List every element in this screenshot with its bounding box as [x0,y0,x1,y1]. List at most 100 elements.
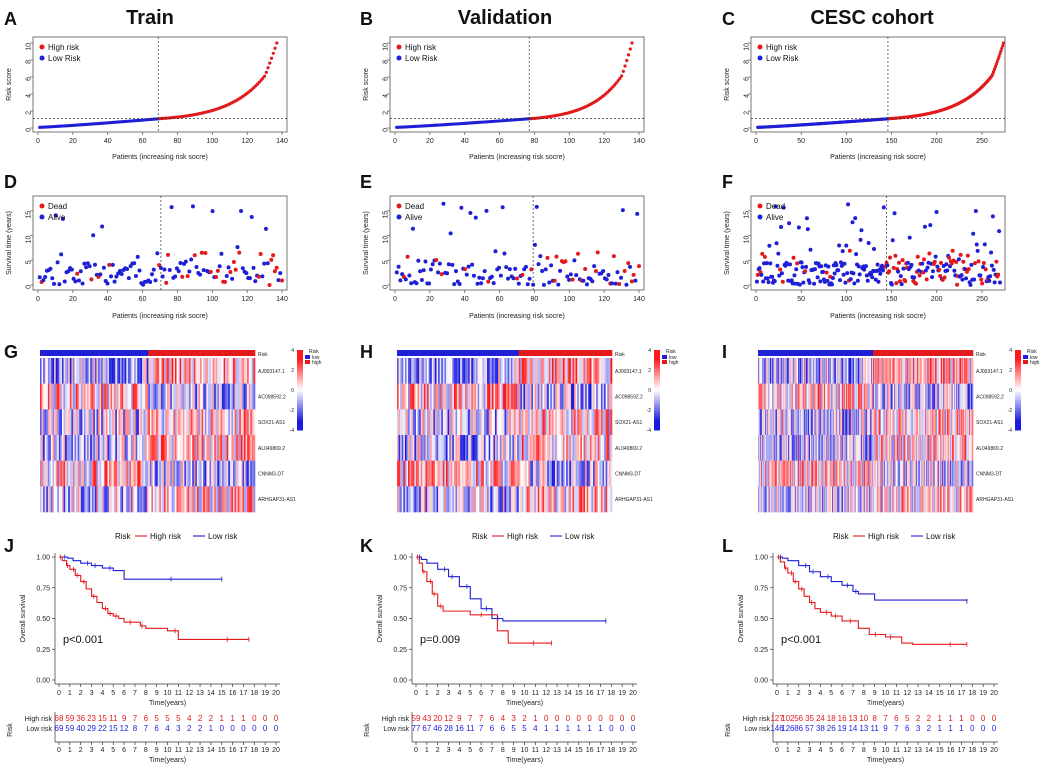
heatmap-cell [248,435,251,461]
y-tick-label: 10 [383,235,390,243]
heatmap-cell [209,409,212,436]
heatmap-cell [68,383,71,410]
heatmap-cell [129,409,132,436]
heatmap-cell [156,383,159,410]
alive-point [767,243,772,248]
heatmap-cell [132,409,135,436]
risk-annotation-cell [247,350,250,356]
alive-point [928,223,933,228]
heatmap-cell [71,383,74,410]
heatmap-cell [171,383,174,410]
heatmap-cell [239,486,242,513]
alive-point [149,272,154,277]
y-tick-label: 4 [744,94,751,98]
heatmap-cell [60,435,63,461]
heatmap-cell [126,358,129,384]
risk-annotation-cell [68,350,71,356]
panel-letter-a: A [4,9,17,29]
heatmap-cell [236,460,239,487]
heatmap-cell [105,435,108,461]
heatmap-cell [206,460,209,487]
heatmap-cell [244,435,246,461]
alive-point [832,271,837,276]
heatmap-cell [215,435,218,461]
heatmap-cell [104,383,107,410]
risk-annotation-cell [107,350,110,356]
color-scale-label: -2 [647,408,652,414]
heatmap-cell [610,358,613,384]
heatmap-cell [192,358,195,384]
heatmap-cell [226,435,229,461]
heatmap-cell [178,486,180,513]
dead-point [894,281,899,286]
alive-point [437,261,442,266]
heatmap-cell [120,383,122,410]
legend-high-swatch [662,360,667,364]
color-scale-cell [297,368,303,371]
risk-annotation-cell [400,350,403,356]
heatmap-cell [220,486,223,513]
x-axis-label: Patients (increasing risk socre) [830,313,926,320]
heatmap-cell [610,409,613,436]
heatmap-cell [134,409,137,436]
heatmap-cell [156,435,159,461]
dead-point [981,260,986,265]
heatmap-cell [251,486,254,513]
heatmap-cell [83,486,86,513]
heatmap-cell [113,435,116,461]
alive-point [881,205,886,210]
risk-annotation-cell [44,350,47,356]
color-scale-label: -2 [290,408,295,414]
alive-point [167,267,172,272]
alive-point [53,213,58,218]
heatmap-cell [217,383,220,410]
heatmap-cell [187,435,190,461]
heatmap-cell [43,486,46,513]
heatmap-cell [126,409,129,436]
color-scale-cell [297,428,303,431]
alive-point [934,210,939,215]
color-scale-cell [297,384,303,387]
alive-point [169,205,174,210]
heatmap-cell [126,486,129,513]
heatmap-cell [87,383,89,410]
alive-point [125,267,130,272]
heatmap-cell [102,435,105,461]
alive-point [219,251,224,256]
heatmap-cell [116,486,119,513]
dead-point [563,259,568,264]
heatmap-cell [152,383,155,410]
y-tick-label: 10 [744,43,751,51]
legend-title: Risk [309,349,319,355]
heatmap-cell [182,486,185,513]
alive-point [866,240,871,245]
risk-annotation-cell [214,350,217,356]
heatmap-cell [58,435,61,461]
heatmap-cell [98,460,100,487]
heatmap-cell [50,383,53,410]
heatmap-cell [112,435,115,461]
dead-point [223,279,228,284]
color-scale-label: 2 [648,368,651,374]
heatmap-cell [179,383,182,410]
heatmap-cell [65,383,67,410]
plot-frame [32,36,288,133]
dead-point [976,259,981,264]
heatmap-cell [99,409,102,436]
heatmap-cell [206,383,209,410]
alive-point [766,280,771,285]
heatmap-cell [189,358,191,384]
heatmap-cell [135,358,138,384]
risk-annotation-cell [102,350,105,356]
heatmap-cell [140,486,143,513]
alive-point [493,249,498,254]
heatmap-cell [157,409,160,436]
heatmap-cell [225,486,228,513]
heatmap-cell [65,435,67,461]
heatmap-cell [185,383,188,410]
heatmap-cell [77,486,80,513]
heatmap-cell [76,409,78,436]
heatmap-cell [171,435,174,461]
heatmap-cell [189,409,191,436]
